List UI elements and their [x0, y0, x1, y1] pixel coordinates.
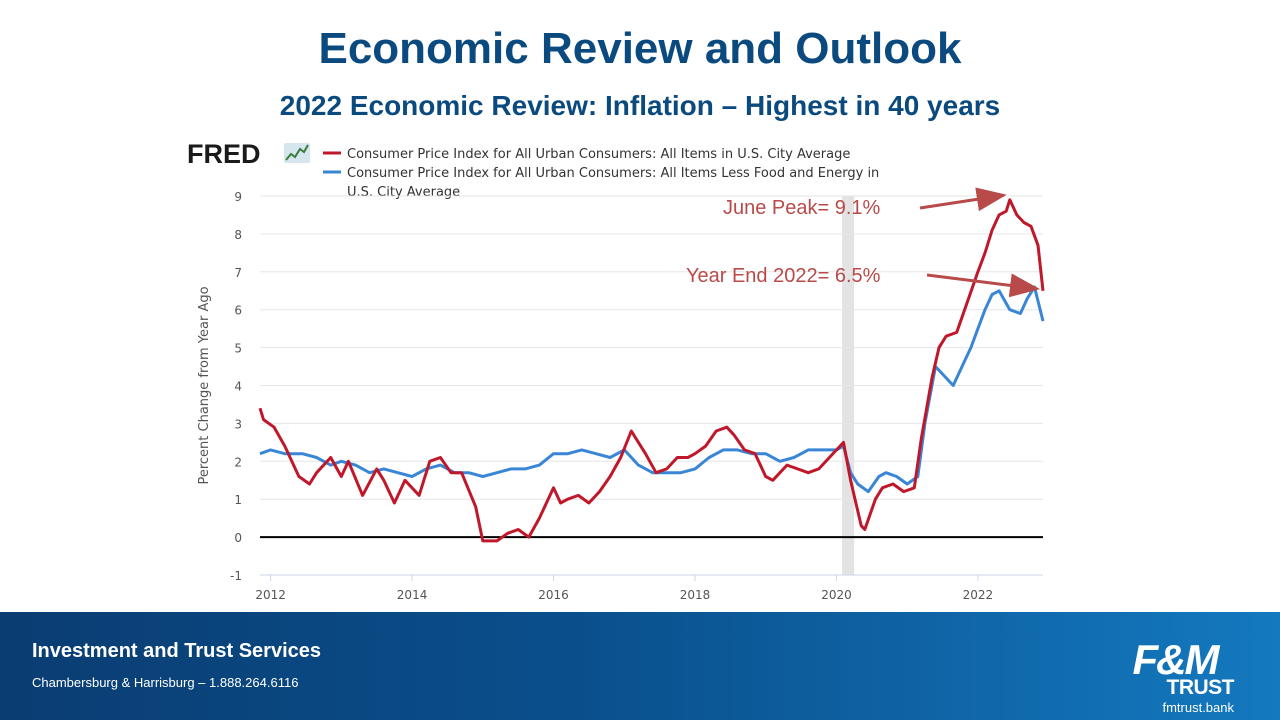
- logo-main-text: F&M: [1132, 636, 1220, 683]
- y-tick-label: 6: [234, 304, 242, 318]
- y-axis-label: Percent Change from Year Ago: [197, 286, 212, 484]
- x-tick-label: 2012: [255, 588, 286, 602]
- fred-logo-text: FRED: [187, 139, 261, 169]
- y-tick-label: 4: [234, 380, 242, 394]
- x-tick-label: 2014: [397, 588, 428, 602]
- legend-label-core: Consumer Price Index for All Urban Consu…: [347, 166, 883, 200]
- logo-sub-text: TRUST: [1166, 676, 1235, 699]
- y-tick-label: 1: [234, 493, 242, 507]
- y-tick-label: 8: [234, 228, 242, 242]
- y-tick-label: 2: [234, 455, 242, 469]
- annotation-year-end: Year End 2022= 6.5%: [686, 265, 881, 287]
- arrow-year-end: [926, 273, 1040, 298]
- y-tick-label: 7: [234, 266, 242, 280]
- x-tick-label: 2022: [963, 588, 994, 602]
- y-tick-label: 5: [234, 342, 242, 356]
- website-link[interactable]: fmtrust.bank: [1162, 700, 1234, 715]
- y-tick-label: -1: [230, 569, 242, 583]
- series-line-core: [259, 285, 1045, 494]
- slide-title: Economic Review and Outlook: [318, 24, 962, 73]
- y-tick-label: 9: [234, 190, 242, 204]
- x-tick-label: 2020: [821, 588, 852, 602]
- inflation-chart: FRED Consumer Price Index for All Urban …: [187, 139, 1045, 602]
- x-tick-label: 2016: [538, 588, 569, 602]
- legend-label-cpi: Consumer Price Index for All Urban Consu…: [347, 147, 850, 162]
- fm-trust-logo: F&M TRUST fmtrust.bank: [1112, 636, 1238, 718]
- arrow-june-peak: [919, 187, 1007, 212]
- series-line-cpi: [258, 198, 1045, 543]
- footer-banner: Investment and Trust Services Chambersbu…: [0, 612, 1280, 720]
- plot-area: -1 0 1 2 3 4 5 6 7 8 9 2012 2014 2016 2018 2020 2022 Perc…: [197, 187, 1045, 602]
- y-tick-label: 0: [234, 531, 242, 545]
- fred-logo: FRED: [187, 139, 310, 169]
- y-tick-label: 3: [234, 417, 242, 431]
- annotation-june-peak: June Peak= 9.1%: [723, 197, 881, 219]
- slide-subtitle: 2022 Economic Review: Inflation – Highes…: [279, 90, 1001, 121]
- x-tick-label: 2018: [680, 588, 711, 602]
- footer-contact: Chambersburg & Harrisburg – 1.888.264.61…: [32, 675, 299, 690]
- footer-title: Investment and Trust Services: [32, 640, 322, 662]
- fred-logo-line-icon: [285, 144, 309, 161]
- legend: Consumer Price Index for All Urban Consu…: [323, 147, 883, 200]
